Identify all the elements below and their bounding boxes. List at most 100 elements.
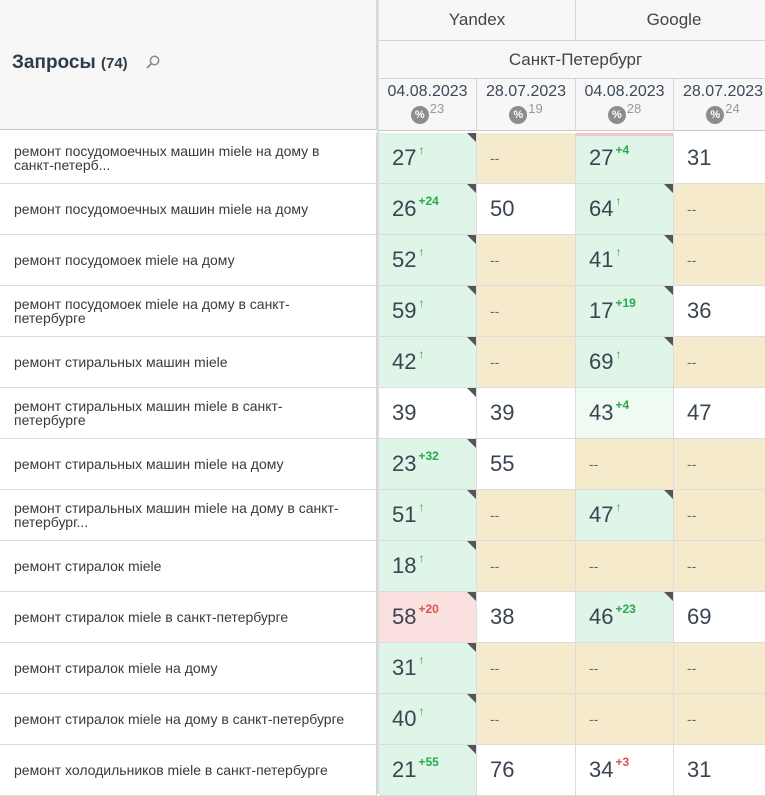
- date-col-yandex-2[interactable]: 28.07.2023 % 19: [477, 79, 576, 131]
- query-cell[interactable]: ремонт посудомоечных машин miele на дому: [0, 184, 377, 235]
- position-cell[interactable]: 69 ↑: [576, 337, 674, 388]
- position-cell[interactable]: --: [477, 643, 576, 694]
- corner-marker-icon: [467, 643, 476, 652]
- position-cell[interactable]: --: [576, 694, 674, 745]
- date-col-yandex-1[interactable]: 04.08.2023 % 23: [379, 79, 477, 131]
- position-value: 31: [687, 145, 712, 170]
- position-cell[interactable]: --: [674, 235, 765, 286]
- percent-icon[interactable]: %: [706, 106, 725, 124]
- position-cell[interactable]: 59 ↑: [379, 286, 477, 337]
- position-cell[interactable]: 17 +19: [576, 286, 674, 337]
- position-cell[interactable]: --: [674, 337, 765, 388]
- position-value: 40: [392, 706, 417, 731]
- position-cell[interactable]: 76: [477, 745, 576, 796]
- position-delta: ↑: [615, 500, 622, 514]
- date-col-google-2[interactable]: 28.07.2023 % 24: [674, 79, 765, 131]
- query-text: ремонт стиральных машин miele: [14, 354, 228, 370]
- position-cell[interactable]: --: [477, 694, 576, 745]
- position-cell[interactable]: --: [674, 184, 765, 235]
- position-cell[interactable]: 27 ↑: [379, 133, 477, 184]
- position-cell[interactable]: 38: [477, 592, 576, 643]
- position-cell[interactable]: --: [477, 490, 576, 541]
- position-cell[interactable]: --: [477, 541, 576, 592]
- position-cell[interactable]: 40 ↑: [379, 694, 477, 745]
- query-text: ремонт холодильников miele в санкт-петер…: [14, 762, 328, 778]
- position-cell[interactable]: 43 +4: [576, 388, 674, 439]
- query-cell[interactable]: ремонт стиралок miele на дому: [0, 643, 377, 694]
- position-cell[interactable]: --: [674, 694, 765, 745]
- position-cell[interactable]: 64 ↑: [576, 184, 674, 235]
- position-value: --: [490, 711, 500, 727]
- position-delta: +32: [418, 449, 439, 463]
- position-cell[interactable]: 34 +3: [576, 745, 674, 796]
- query-cell[interactable]: ремонт стиральных машин miele: [0, 337, 377, 388]
- position-cell[interactable]: --: [674, 490, 765, 541]
- position-cell[interactable]: --: [477, 235, 576, 286]
- position-cell[interactable]: 47 ↑: [576, 490, 674, 541]
- position-value: 50: [490, 196, 515, 221]
- position-value: --: [490, 150, 500, 166]
- position-value: --: [589, 456, 599, 472]
- position-cell[interactable]: 18 ↑: [379, 541, 477, 592]
- engine-google: Google: [576, 0, 765, 41]
- position-cell[interactable]: 47: [674, 388, 765, 439]
- position-cell[interactable]: 42 ↑: [379, 337, 477, 388]
- percent-count: 24: [725, 101, 740, 116]
- position-cell[interactable]: 31: [674, 745, 765, 796]
- position-cell[interactable]: 69: [674, 592, 765, 643]
- search-icon[interactable]: [146, 55, 160, 69]
- position-cell[interactable]: 46 +23: [576, 592, 674, 643]
- position-cell[interactable]: 52 ↑: [379, 235, 477, 286]
- corner-marker-icon: [467, 745, 476, 754]
- position-cell[interactable]: --: [576, 541, 674, 592]
- position-cell[interactable]: 39: [379, 388, 477, 439]
- percent-icon[interactable]: %: [607, 106, 626, 124]
- position-cell[interactable]: --: [576, 439, 674, 490]
- position-cell[interactable]: --: [477, 133, 576, 184]
- position-cell[interactable]: 23 +32: [379, 439, 477, 490]
- position-delta: ↑: [418, 245, 425, 259]
- query-cell[interactable]: ремонт посудомоек miele на дому: [0, 235, 377, 286]
- query-cell[interactable]: ремонт холодильников miele в санкт-петер…: [0, 745, 377, 796]
- query-cell[interactable]: ремонт стиралок miele в санкт-петербурге: [0, 592, 377, 643]
- query-cell[interactable]: ремонт стиралок miele: [0, 541, 377, 592]
- query-cell[interactable]: ремонт посудомоек miele на дому в санкт-…: [0, 286, 377, 337]
- position-cell[interactable]: --: [576, 643, 674, 694]
- position-cell[interactable]: 39: [477, 388, 576, 439]
- position-value: --: [589, 660, 599, 676]
- date-col-google-1[interactable]: 04.08.2023 % 28: [576, 79, 674, 131]
- position-delta: ↑: [418, 704, 425, 718]
- position-cell[interactable]: 31 ↑: [379, 643, 477, 694]
- query-cell[interactable]: ремонт стиральных машин miele на дому: [0, 439, 377, 490]
- position-cell[interactable]: --: [477, 337, 576, 388]
- position-cell[interactable]: 50: [477, 184, 576, 235]
- percent-count: 23: [429, 101, 445, 116]
- query-text: ремонт посудомоечных машин miele на дому: [14, 201, 309, 217]
- percent-icon[interactable]: %: [509, 106, 528, 124]
- query-text: ремонт стиральных машин miele в санкт-пе…: [14, 398, 283, 428]
- position-cell[interactable]: 27 +4: [576, 133, 674, 184]
- position-cell[interactable]: 41 ↑: [576, 235, 674, 286]
- position-value: --: [589, 711, 599, 727]
- position-cell[interactable]: --: [674, 541, 765, 592]
- position-cell[interactable]: 31: [674, 133, 765, 184]
- position-cell[interactable]: --: [674, 643, 765, 694]
- query-cell[interactable]: ремонт посудомоечных машин miele на дому…: [0, 133, 377, 184]
- engine-yandex: Yandex: [379, 0, 576, 41]
- position-value: 46: [589, 604, 614, 629]
- position-cell[interactable]: --: [477, 286, 576, 337]
- position-value: 39: [490, 400, 515, 425]
- position-cell[interactable]: 55: [477, 439, 576, 490]
- queries-count: (74): [100, 55, 128, 72]
- query-cell[interactable]: ремонт стиралок miele на дому в санкт-пе…: [0, 694, 377, 745]
- position-cell[interactable]: 58 +20: [379, 592, 477, 643]
- position-cell[interactable]: 51 ↑: [379, 490, 477, 541]
- position-cell[interactable]: 21 +55: [379, 745, 477, 796]
- query-cell[interactable]: ремонт стиральных машин miele на дому в …: [0, 490, 377, 541]
- position-cell[interactable]: 26 +24: [379, 184, 477, 235]
- queries-header: [0, 0, 377, 130]
- position-cell[interactable]: 36: [674, 286, 765, 337]
- percent-icon[interactable]: %: [410, 106, 429, 124]
- query-cell[interactable]: ремонт стиральных машин miele в санкт-пе…: [0, 388, 377, 439]
- position-cell[interactable]: --: [674, 439, 765, 490]
